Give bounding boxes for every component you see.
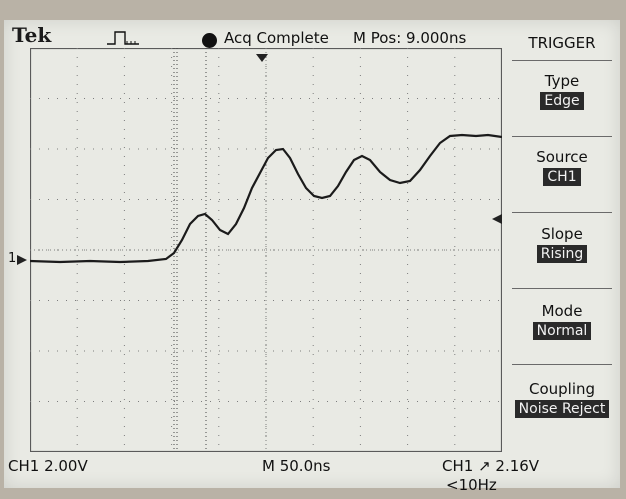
menu-item-type[interactable]: Type Edge [504,62,620,140]
oscilloscope-screen: Tek Acq Complete M Pos: 9.000ns 1 TRIGGE… [4,20,620,488]
acquisition-dot-icon [202,33,217,48]
menu-item-label: Mode [504,302,620,320]
trigger-level-marker [492,214,502,224]
menu-item-value: Noise Reject [515,400,610,418]
graticule [30,48,502,452]
rising-pulse-icon [106,30,140,46]
trigger-frequency-readout: <10Hz [446,476,497,494]
menu-divider [512,212,612,213]
menu-item-label: Source [504,148,620,166]
trigger-menu: TRIGGER Type Edge Source CH1 Slope Risin… [504,20,620,488]
grid [30,48,502,452]
waveform-display: 1 [30,48,502,452]
status-bar: Tek Acq Complete M Pos: 9.000ns [4,24,514,50]
menu-item-value: Normal [533,322,592,340]
menu-item-value: Rising [537,245,588,263]
ch1-scale-readout: CH1 2.00V [8,457,88,475]
menu-item-value: CH1 [543,168,580,186]
acquisition-status: Acq Complete [224,29,329,47]
menu-title: TRIGGER [504,34,620,52]
brand-logo: Tek [12,23,51,47]
horizontal-position: M Pos: 9.000ns [353,29,466,47]
menu-item-source[interactable]: Source CH1 [504,138,620,216]
ch1-ground-arrow-icon [16,254,28,266]
menu-item-coupling[interactable]: Coupling Noise Reject [504,370,620,448]
menu-divider [512,136,612,137]
timebase-readout: M 50.0ns [262,457,330,475]
ch1-trace [30,135,502,262]
menu-divider [512,60,612,61]
menu-divider [512,288,612,289]
trigger-readout: CH1 ↗ 2.16V [442,457,539,475]
menu-divider [512,364,612,365]
menu-item-label: Slope [504,225,620,243]
menu-item-value: Edge [540,92,583,110]
menu-item-label: Type [504,72,620,90]
menu-item-mode[interactable]: Mode Normal [504,292,620,370]
menu-item-slope[interactable]: Slope Rising [504,215,620,293]
menu-item-label: Coupling [504,380,620,398]
